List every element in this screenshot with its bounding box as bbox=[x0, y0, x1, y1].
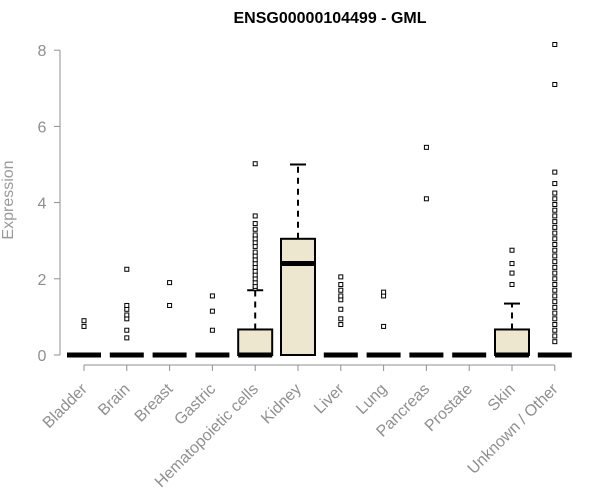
y-tick-label: 2 bbox=[38, 272, 47, 289]
outlier-point bbox=[552, 327, 558, 333]
outlier-point bbox=[552, 259, 558, 265]
outlier-point bbox=[552, 207, 558, 213]
outlier-point bbox=[209, 293, 215, 299]
outlier-point bbox=[509, 270, 515, 276]
outlier-point bbox=[338, 322, 344, 328]
outlier-point bbox=[552, 270, 558, 276]
outlier-point bbox=[252, 232, 258, 238]
outlier-point bbox=[338, 274, 344, 280]
outlier-point bbox=[338, 287, 344, 293]
box-kidney bbox=[280, 163, 316, 356]
outlier-point bbox=[338, 316, 344, 322]
outlier-point bbox=[552, 253, 558, 259]
chart-title: ENSG00000104499 - GML bbox=[234, 10, 427, 27]
outlier-point bbox=[509, 247, 515, 253]
outlier-point bbox=[552, 287, 558, 293]
x-tick-label-bladder: Bladder bbox=[40, 380, 91, 431]
outlier-point bbox=[338, 293, 344, 299]
box-body bbox=[237, 328, 274, 356]
box-body bbox=[280, 237, 316, 356]
outlier-point bbox=[509, 282, 515, 288]
outlier-point bbox=[552, 299, 558, 305]
box-series bbox=[67, 41, 572, 358]
y-tick-label: 6 bbox=[38, 119, 47, 136]
box-breast bbox=[152, 280, 187, 358]
outlier-point bbox=[552, 190, 558, 196]
outlier-point bbox=[552, 333, 558, 339]
outlier-point bbox=[552, 276, 558, 282]
y-tick-label: 4 bbox=[38, 196, 47, 213]
outlier-point bbox=[552, 169, 558, 175]
y-tick-label: 0 bbox=[38, 348, 47, 365]
y-tick-label: 8 bbox=[38, 43, 47, 60]
outlier-point bbox=[124, 266, 130, 272]
outlier-point bbox=[124, 302, 130, 308]
outlier-point bbox=[552, 310, 558, 316]
box-unknown-other bbox=[537, 41, 572, 358]
box-bladder bbox=[67, 318, 101, 358]
outlier-point bbox=[167, 302, 173, 308]
outlier-point bbox=[552, 224, 558, 230]
outlier-point bbox=[552, 181, 558, 187]
box-hematopoietic-cells bbox=[237, 161, 274, 358]
x-tick-label-brain: Brain bbox=[95, 381, 133, 419]
outlier-point bbox=[124, 312, 130, 318]
outlier-point bbox=[552, 236, 558, 242]
outlier-point bbox=[423, 196, 429, 202]
outlier-point bbox=[81, 323, 87, 329]
x-tick-label-lung: Lung bbox=[353, 381, 390, 418]
outlier-point bbox=[252, 249, 258, 255]
outlier-point bbox=[167, 280, 173, 286]
outlier-point bbox=[552, 219, 558, 225]
outlier-point bbox=[338, 306, 344, 312]
outlier-point bbox=[552, 304, 558, 310]
outlier-point bbox=[552, 264, 558, 270]
outlier-point bbox=[552, 316, 558, 322]
outlier-point bbox=[552, 213, 558, 219]
box-liver bbox=[323, 274, 358, 358]
box-lung bbox=[366, 289, 401, 358]
outlier-point bbox=[552, 81, 558, 87]
box-skin bbox=[494, 247, 530, 358]
outlier-point bbox=[338, 282, 344, 288]
x-tick-label-liver: Liver bbox=[311, 380, 348, 417]
y-axis-label: Expression bbox=[0, 160, 17, 239]
outlier-point bbox=[552, 196, 558, 202]
outlier-point bbox=[552, 247, 558, 253]
outlier-point bbox=[124, 335, 130, 341]
x-tick-label-breast: Breast bbox=[132, 380, 177, 425]
outlier-point bbox=[209, 308, 215, 314]
outlier-point bbox=[552, 293, 558, 299]
x-tick-label-kidney: Kidney bbox=[258, 381, 305, 428]
outlier-point bbox=[381, 323, 387, 329]
outlier-point bbox=[552, 41, 558, 47]
box-gastric bbox=[195, 293, 230, 358]
outlier-point bbox=[209, 327, 215, 333]
box-body bbox=[494, 328, 530, 356]
outlier-point bbox=[252, 226, 258, 232]
outlier-point bbox=[252, 221, 258, 227]
box-brain bbox=[109, 266, 144, 358]
outlier-point bbox=[552, 322, 558, 328]
outlier-point bbox=[552, 230, 558, 236]
outlier-point bbox=[552, 339, 558, 345]
outlier-point bbox=[124, 327, 130, 333]
outlier-point bbox=[552, 282, 558, 288]
outlier-point bbox=[509, 261, 515, 267]
outlier-point bbox=[252, 161, 258, 167]
outlier-point bbox=[81, 318, 87, 324]
outlier-point bbox=[552, 202, 558, 208]
x-tick-label-prostate: Prostate bbox=[422, 381, 476, 435]
outlier-point bbox=[381, 289, 387, 295]
outlier-point bbox=[552, 242, 558, 248]
outlier-point bbox=[423, 144, 429, 150]
x-tick-label-skin: Skin bbox=[485, 381, 519, 415]
outlier-point bbox=[252, 213, 258, 219]
box-pancreas bbox=[409, 144, 444, 358]
